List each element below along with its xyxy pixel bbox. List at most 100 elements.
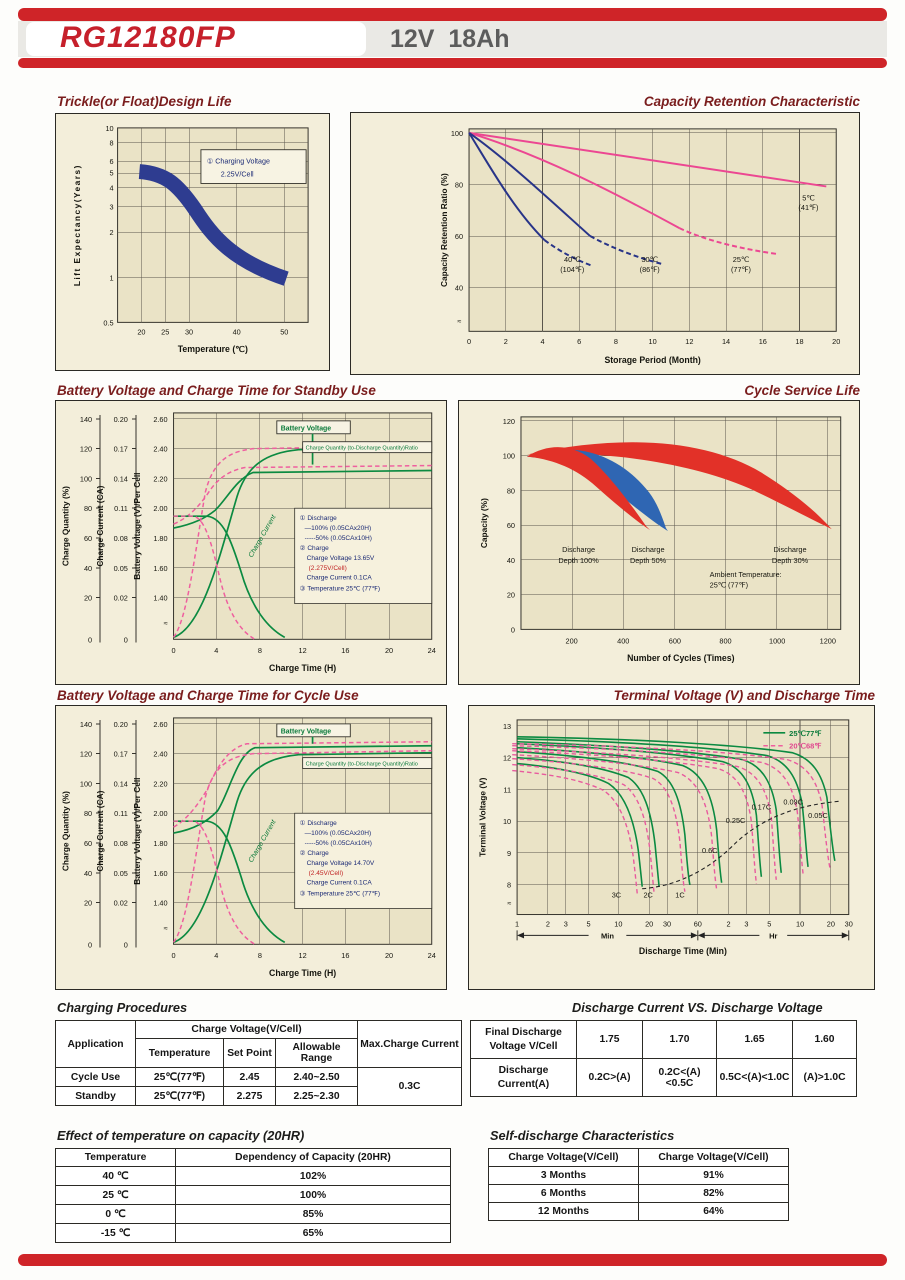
svg-text:6: 6 xyxy=(110,157,114,166)
svg-text:2.40: 2.40 xyxy=(153,750,167,759)
y-axis-ticks: 10 8 6 5 4 3 2 1 0.5 xyxy=(103,124,113,327)
svg-text:0.02: 0.02 xyxy=(114,899,128,908)
table-header-cell: Charge Voltage(V/Cell) xyxy=(638,1148,789,1167)
svg-text:1.40: 1.40 xyxy=(153,594,167,603)
svg-text:Discharge: Discharge xyxy=(632,545,665,554)
svg-text:1200: 1200 xyxy=(820,636,836,645)
svg-text:0.17: 0.17 xyxy=(114,750,128,759)
table-cell: 1.70 xyxy=(642,1020,717,1059)
x-axis-label: Number of Cycles (Times) xyxy=(627,653,734,663)
x-axis-label: Charge Time (H) xyxy=(269,663,336,673)
svg-text:2.00: 2.00 xyxy=(153,504,167,513)
svg-text:0.11: 0.11 xyxy=(114,809,128,818)
svg-text:-----50% (0.05CAx10H): -----50% (0.05CAx10H) xyxy=(305,840,372,847)
svg-text:4: 4 xyxy=(214,951,218,960)
svg-text:6: 6 xyxy=(577,337,581,346)
svg-text:Discharge: Discharge xyxy=(562,545,595,554)
table-header-cell: Application xyxy=(55,1020,136,1068)
svg-text:200: 200 xyxy=(566,636,578,645)
battery-voltage-curve xyxy=(173,469,432,529)
table-header-cell: Charge Voltage(V/Cell) xyxy=(488,1148,639,1167)
svg-text:100: 100 xyxy=(80,779,92,788)
svg-text:0.6C: 0.6C xyxy=(702,846,718,855)
svg-text:5℃: 5℃ xyxy=(802,193,814,202)
svg-text:0.25C: 0.25C xyxy=(726,816,746,825)
table-row: Cycle Use 25℃(77℉) 2.45 2.40~2.50 0.3C xyxy=(55,1067,463,1106)
svg-text:2.60: 2.60 xyxy=(153,720,167,729)
svg-text:0.02: 0.02 xyxy=(114,594,128,603)
svg-text:0: 0 xyxy=(172,646,176,655)
charge-current-curve-50 xyxy=(173,820,256,945)
arrow-right-min xyxy=(690,932,698,939)
table-header-cell: Allowable Range xyxy=(274,1038,359,1068)
table-row: 3 Months 91% xyxy=(488,1166,789,1185)
svg-text:60: 60 xyxy=(507,521,515,530)
table-cell: 25 ℃ xyxy=(55,1185,176,1205)
grid-lines xyxy=(517,719,849,915)
temp-capacity-table: Temperature Dependency of Capacity (20HR… xyxy=(55,1148,451,1243)
svg-text:10: 10 xyxy=(649,337,657,346)
svg-text:1.40: 1.40 xyxy=(153,899,167,908)
charge-quantity-curve-50 xyxy=(172,444,432,638)
svg-text:13: 13 xyxy=(503,722,511,731)
band-labels: Discharge Depth 100% Discharge Depth 50%… xyxy=(558,545,808,565)
table-cell: 102% xyxy=(175,1166,451,1186)
svg-text:60: 60 xyxy=(84,534,92,543)
svg-text:30: 30 xyxy=(845,919,853,928)
svg-text:0.14: 0.14 xyxy=(114,779,128,788)
table-cell: Standby xyxy=(55,1086,136,1106)
table-cell: 12 Months xyxy=(488,1202,639,1221)
svg-text:1C: 1C xyxy=(675,891,685,900)
table-cell: 65% xyxy=(175,1223,451,1243)
table-header-cell: Charge Voltage(V/Cell) xyxy=(134,1020,359,1039)
charge-quantity-ratio-label: Charge Quantity (to-Discharge Quantity)R… xyxy=(306,445,418,451)
svg-text:20: 20 xyxy=(645,919,653,928)
table-header-cell: Temperature xyxy=(135,1038,224,1068)
svg-text:4: 4 xyxy=(214,646,218,655)
svg-text:0.08: 0.08 xyxy=(114,534,128,543)
cycle-life-chart-panel: Discharge Depth 100% Discharge Depth 50%… xyxy=(458,400,860,685)
svg-text:20: 20 xyxy=(84,594,92,603)
svg-text:8: 8 xyxy=(110,138,114,147)
table-cell: 1.60 xyxy=(792,1020,857,1059)
svg-text:—100% (0.05CAx20H): —100% (0.05CAx20H) xyxy=(305,525,372,532)
charging-procedures-table: Application Charge Voltage(V/Cell) Max.C… xyxy=(55,1020,463,1106)
legend-box xyxy=(294,507,433,604)
table-row: Discharge Current(A) 0.2C>(A) 0.2C<(A)<0.… xyxy=(470,1058,857,1097)
svg-text:2: 2 xyxy=(110,228,114,237)
temp-capacity-title: Effect of temperature on capacity (20HR) xyxy=(57,1128,305,1143)
footer-red-bar xyxy=(18,1254,887,1266)
charge-quantity-axis-label: Charge Quantity (%) xyxy=(60,791,70,871)
svg-text:10: 10 xyxy=(614,919,622,928)
svg-text:30℃: 30℃ xyxy=(641,255,657,264)
svg-text:25: 25 xyxy=(161,327,169,336)
table-row: 40 ℃ 102% xyxy=(55,1166,451,1186)
table-row: Final Discharge Voltage V/Cell 1.75 1.70 … xyxy=(470,1020,857,1059)
table-cell: 82% xyxy=(638,1184,789,1203)
svg-text:③ Temperature 25℃ (77℉): ③ Temperature 25℃ (77℉) xyxy=(300,890,380,898)
svg-text:(104℉): (104℉) xyxy=(560,265,584,274)
table-cell: Cycle Use xyxy=(55,1067,136,1087)
charge-current-curve xyxy=(173,820,286,944)
table-cell: (A)>1.0C xyxy=(792,1058,857,1097)
table-cell: 2.25~2.30 xyxy=(274,1086,359,1106)
design-life-band xyxy=(138,164,289,286)
svg-text:50: 50 xyxy=(280,327,288,336)
svg-text:8: 8 xyxy=(258,951,262,960)
table-cell: 2.45 xyxy=(223,1067,276,1087)
y-axis-label: Terminal Voltage (V) xyxy=(477,777,487,857)
table-header-cell: Discharge Current(A) xyxy=(470,1058,577,1097)
charge-current-ticks: 0.20 0.17 0.14 0.11 0.08 0.05 0.02 0 xyxy=(114,720,128,949)
table-cell: 0.2C>(A) xyxy=(576,1058,643,1097)
legend: ① Discharge —100% (0.05CAx20H) -----50% … xyxy=(300,819,380,898)
charge-quantity-curve xyxy=(173,446,432,639)
svg-text:1: 1 xyxy=(515,919,519,928)
table-cell: 25℃(77℉) xyxy=(135,1086,224,1106)
battery-voltage-curve-50 xyxy=(173,741,432,828)
svg-text:Depth 30%: Depth 30% xyxy=(772,556,809,565)
svg-text:② Charge: ② Charge xyxy=(300,849,330,857)
cycle-use-chart-title: Battery Voltage and Charge Time for Cycl… xyxy=(57,688,359,703)
svg-text:2.60: 2.60 xyxy=(153,415,167,424)
svg-text:≈: ≈ xyxy=(164,923,168,932)
svg-text:100: 100 xyxy=(503,452,515,461)
